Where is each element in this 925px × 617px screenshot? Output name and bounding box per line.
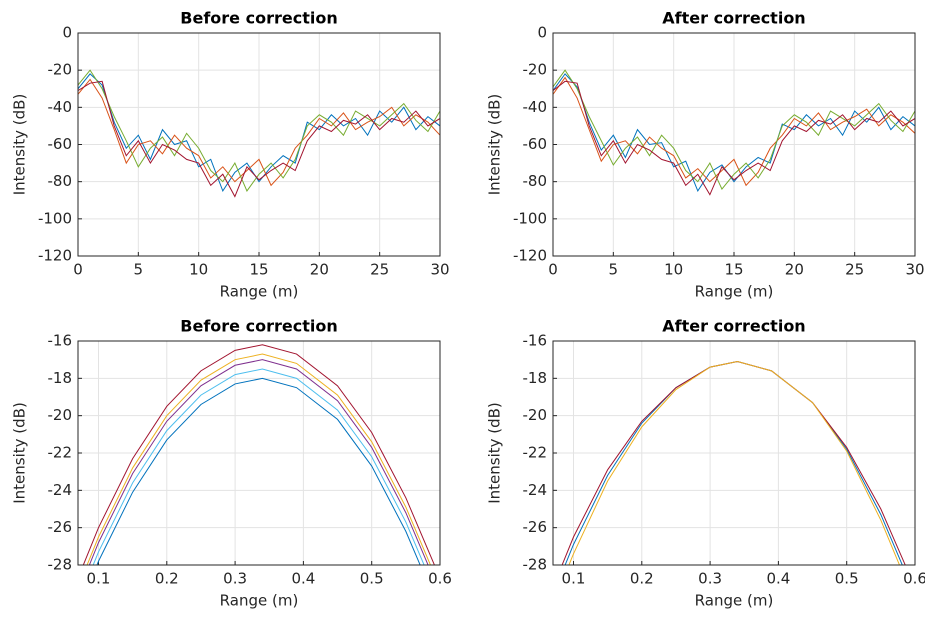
y-tick-label: -24 (523, 481, 548, 499)
x-tick-label: 0.4 (766, 570, 790, 588)
y-tick-label: 0 (62, 24, 72, 42)
y-tick-label: 0 (537, 24, 547, 42)
x-tick-label: 0.5 (835, 570, 859, 588)
y-tick-label: -18 (523, 369, 548, 387)
subplot: 0.1 0.2 0.3 0.4 0.5 0.6 -28 -26 -24 -22 -20 -18 -16 A… (486, 317, 925, 614)
chart-title: Before correction (180, 317, 337, 336)
chart-title: After correction (662, 317, 805, 336)
y-tick-label: -100 (513, 209, 547, 227)
y-tick-label: -16 (523, 332, 548, 350)
x-axis-label: Range (m) (695, 592, 774, 610)
x-tick-label: 0.2 (630, 570, 654, 588)
y-tick-label: -28 (523, 556, 548, 574)
x-tick-label: 15 (724, 261, 743, 279)
x-tick-label: 0.3 (698, 570, 722, 588)
x-tick-label: 25 (370, 261, 389, 279)
y-tick-label: -18 (48, 369, 73, 387)
x-tick-label: 0.2 (155, 570, 179, 588)
y-tick-label: -20 (523, 406, 548, 424)
y-tick-label: -100 (38, 209, 72, 227)
y-axis-label: Intensity (dB) (486, 402, 504, 504)
x-tick-label: 0.6 (903, 570, 925, 588)
y-tick-label: -24 (48, 481, 73, 499)
y-tick-label: -20 (48, 406, 73, 424)
y-tick-label: -20 (523, 61, 548, 79)
x-tick-label: 0.1 (562, 570, 586, 588)
x-tick-label: 0.5 (360, 570, 384, 588)
y-axis-label: Intensity (dB) (11, 94, 29, 196)
y-tick-label: -22 (523, 444, 548, 462)
y-axis-label: Intensity (dB) (11, 402, 29, 504)
y-tick-label: -60 (523, 135, 548, 153)
chart-title: Before correction (180, 9, 337, 28)
y-tick-label: -20 (48, 61, 73, 79)
x-tick-label: 0 (548, 261, 558, 279)
x-tick-label: 30 (905, 261, 924, 279)
subplot: 0 5 10 15 20 25 30 -120 -100 -80 -60 -40 -20 0 Before … (11, 9, 450, 301)
x-tick-label: 10 (664, 261, 683, 279)
x-tick-label: 0.3 (223, 570, 247, 588)
y-tick-label: -40 (523, 98, 548, 116)
x-tick-label: 5 (609, 261, 619, 279)
y-axis-label: Intensity (dB) (486, 94, 504, 196)
y-tick-label: -80 (48, 172, 73, 190)
y-tick-label: -80 (523, 172, 548, 190)
subplot: 0.1 0.2 0.3 0.4 0.5 0.6 -28 -26 -24 -22 -20 -18 -16 B… (11, 317, 452, 614)
x-tick-label: 20 (785, 261, 804, 279)
y-tick-label: -26 (48, 518, 73, 536)
x-tick-label: 0 (73, 261, 83, 279)
x-tick-label: 15 (249, 261, 268, 279)
y-tick-label: -60 (48, 135, 73, 153)
y-tick-label: -26 (523, 518, 548, 536)
y-tick-label: -120 (38, 247, 72, 265)
x-tick-label: 25 (845, 261, 864, 279)
chart-title: After correction (662, 9, 805, 28)
x-axis-label: Range (m) (220, 592, 299, 610)
x-tick-label: 5 (134, 261, 144, 279)
y-tick-label: -40 (48, 98, 73, 116)
x-tick-label: 0.6 (428, 570, 452, 588)
x-axis-label: Range (m) (220, 283, 299, 301)
x-tick-label: 0.1 (87, 570, 111, 588)
x-tick-label: 10 (189, 261, 208, 279)
y-tick-label: -28 (48, 556, 73, 574)
subplot: 0 5 10 15 20 25 30 -120 -100 -80 -60 -40 -20 0 After c… (486, 9, 925, 301)
y-tick-label: -120 (513, 247, 547, 265)
y-tick-label: -22 (48, 444, 73, 462)
x-tick-label: 0.4 (291, 570, 315, 588)
x-tick-label: 20 (310, 261, 329, 279)
y-tick-label: -16 (48, 332, 73, 350)
x-axis-label: Range (m) (695, 283, 774, 301)
x-tick-label: 30 (430, 261, 449, 279)
